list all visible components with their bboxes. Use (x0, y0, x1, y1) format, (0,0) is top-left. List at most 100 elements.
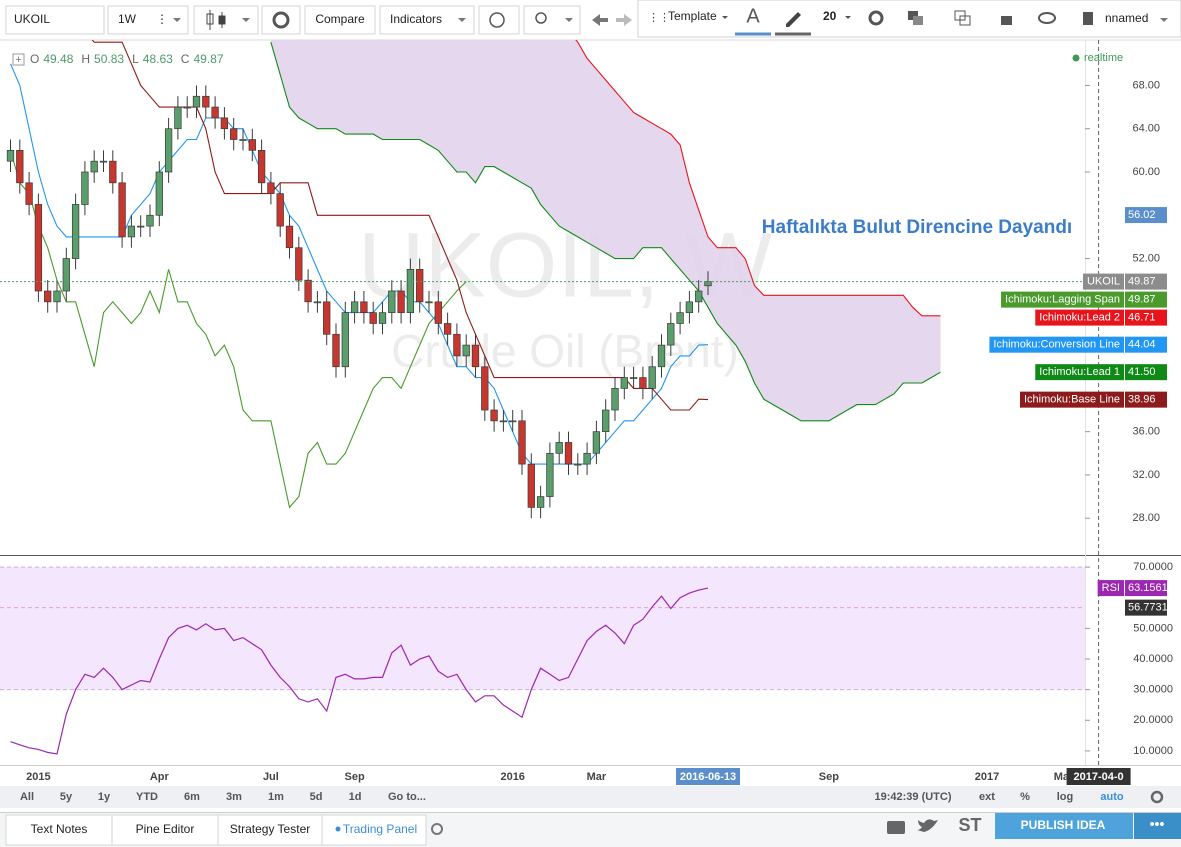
candle-body (25, 182, 33, 205)
candle-body (592, 431, 601, 454)
scale-option[interactable]: ext (979, 791, 995, 803)
marker-value-box (1125, 599, 1167, 616)
candle-body (667, 323, 675, 346)
marker-value-box (1125, 291, 1167, 308)
redo-icon[interactable] (616, 14, 632, 26)
trash-icon[interactable] (1083, 12, 1093, 25)
candle-body (183, 106, 191, 109)
marker-value-box (1125, 309, 1167, 326)
candle-body (695, 290, 703, 303)
marker-name: Ichimoku:Base Line (1024, 394, 1120, 406)
dropdown-arrow (242, 18, 250, 22)
range-button[interactable]: 6m (184, 791, 200, 803)
dropdown-arrow (565, 18, 573, 22)
marker-name: Ichimoku:Lead 1 (1039, 366, 1120, 378)
marker-name-box (1097, 580, 1124, 597)
marker-name: Ichimoku:Lagging Span (1005, 294, 1120, 306)
gear-icon[interactable] (868, 10, 884, 26)
candle-body (146, 214, 154, 227)
indicators-button[interactable] (379, 5, 475, 35)
chart-type-button[interactable] (193, 5, 259, 35)
goto-button[interactable]: Go to... (388, 791, 426, 803)
ohlc-value: 48.63 (143, 52, 173, 66)
camera-icon[interactable] (887, 821, 905, 834)
marker-name: UKOIL (1087, 276, 1120, 288)
tab[interactable] (217, 814, 323, 846)
alert-button[interactable] (478, 5, 520, 35)
candle-body (574, 463, 582, 466)
marker-value: 56.7731 (1128, 602, 1168, 614)
undo-icon[interactable] (592, 14, 608, 26)
eye-icon[interactable] (1038, 12, 1056, 24)
tab-settings[interactable] (431, 823, 443, 835)
symbol-box[interactable] (5, 5, 105, 35)
y-tick-label: 30.0000 (1133, 684, 1173, 696)
stocktwits[interactable]: ST (958, 815, 981, 835)
dropdown-arrow (173, 18, 181, 22)
range-button[interactable]: 5d (310, 791, 323, 803)
rsi-line (10, 587, 709, 755)
candle-body (332, 333, 340, 368)
interval-button[interactable] (107, 5, 189, 35)
candle-body (164, 128, 173, 173)
candle-body (44, 290, 52, 303)
y-tick-label: 32.00 (1132, 469, 1160, 481)
compare-button[interactable] (304, 5, 376, 35)
x-tick-label: Apr (150, 771, 170, 783)
range-button[interactable]: 1m (268, 791, 284, 803)
symbol: UKOIL (14, 12, 50, 26)
marker-value-box (1125, 364, 1167, 381)
bring-front-icon[interactable] (908, 11, 918, 20)
y-tick-label: 64.00 (1132, 123, 1160, 135)
legend-toggle-plus: + (15, 54, 21, 66)
font-size[interactable]: 20 (823, 9, 837, 23)
candle-body (90, 160, 98, 173)
candle-icon (206, 10, 226, 30)
compare: Compare (315, 12, 365, 26)
ohlc-letter: O (30, 52, 39, 66)
scale-option[interactable]: log (1057, 791, 1074, 803)
range-button[interactable]: 1d (349, 791, 362, 803)
ohlc-value: 50.83 (94, 52, 124, 66)
tab-label: Trading Panel (343, 822, 417, 836)
range-bar (0, 786, 1181, 808)
x-label-box (676, 768, 740, 785)
more-button[interactable] (1134, 813, 1181, 839)
more-dots: ••• (1150, 816, 1165, 832)
candle-body (118, 182, 126, 238)
range-button[interactable]: YTD (136, 791, 158, 803)
candle-body (267, 182, 275, 194)
template[interactable]: Template (668, 9, 717, 23)
candle-body (220, 117, 229, 130)
pencil-icon[interactable] (786, 12, 801, 27)
publish-button[interactable] (995, 813, 1133, 839)
candle-body (323, 301, 331, 335)
range-button[interactable]: 3m (226, 791, 242, 803)
range-button[interactable]: 5y (60, 791, 73, 803)
menu-dots: ⋮ (156, 12, 168, 26)
legend-toggle[interactable] (12, 53, 25, 66)
idea-button[interactable] (523, 5, 581, 35)
range-button[interactable]: All (20, 791, 34, 803)
layout-name[interactable]: nnamed (1105, 11, 1148, 25)
tab-dot (335, 826, 341, 832)
candle-body (453, 333, 461, 357)
settings-icon[interactable] (1150, 790, 1164, 804)
scale-option[interactable]: auto (1100, 791, 1124, 803)
status: realtime (1084, 52, 1123, 64)
range-button[interactable]: 1y (98, 791, 111, 803)
indicator-line (91, 40, 709, 411)
scale-option[interactable]: % (1020, 791, 1030, 803)
x-tick-label: 2017-04-0 (1074, 771, 1124, 783)
tab[interactable] (111, 814, 219, 846)
candle-body (397, 290, 405, 313)
candle-body (462, 344, 470, 357)
text-color-icon[interactable]: A (746, 5, 760, 27)
lock-icon[interactable] (1001, 16, 1012, 25)
twitter-icon[interactable] (917, 819, 938, 832)
settings-button[interactable] (261, 5, 301, 35)
candle-body (341, 312, 349, 368)
marker-name-box (1035, 364, 1124, 381)
candle-body (611, 388, 619, 411)
